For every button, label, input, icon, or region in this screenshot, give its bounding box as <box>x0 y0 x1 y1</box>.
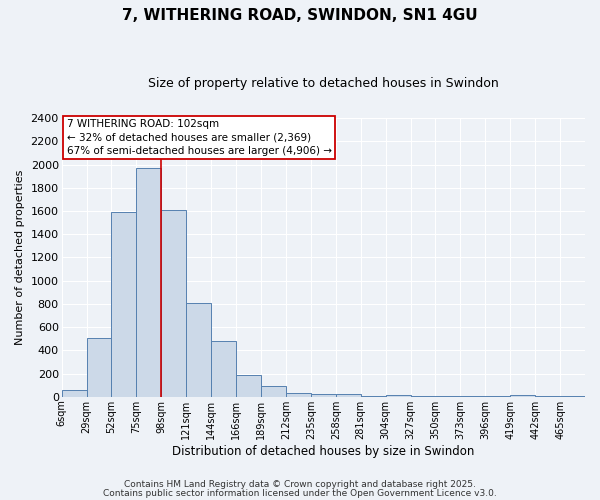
Y-axis label: Number of detached properties: Number of detached properties <box>15 170 25 345</box>
Bar <box>361 396 386 397</box>
Bar <box>86 338 112 397</box>
Bar <box>161 210 186 397</box>
Bar <box>261 386 286 397</box>
Bar <box>336 394 361 397</box>
Text: Contains public sector information licensed under the Open Government Licence v3: Contains public sector information licen… <box>103 488 497 498</box>
Bar <box>236 374 261 397</box>
Text: Contains HM Land Registry data © Crown copyright and database right 2025.: Contains HM Land Registry data © Crown c… <box>124 480 476 489</box>
Bar <box>485 396 510 397</box>
Bar <box>510 395 535 397</box>
Bar <box>211 341 236 397</box>
Bar <box>436 396 460 397</box>
Text: 7 WITHERING ROAD: 102sqm
← 32% of detached houses are smaller (2,369)
67% of sem: 7 WITHERING ROAD: 102sqm ← 32% of detach… <box>67 120 332 156</box>
Bar <box>386 395 410 397</box>
Bar <box>62 390 86 397</box>
X-axis label: Distribution of detached houses by size in Swindon: Distribution of detached houses by size … <box>172 444 475 458</box>
Bar <box>410 396 436 397</box>
Bar <box>311 394 336 397</box>
Bar <box>535 396 560 397</box>
Bar <box>560 396 585 397</box>
Bar <box>286 392 311 397</box>
Bar <box>186 302 211 397</box>
Bar <box>112 212 136 397</box>
Title: Size of property relative to detached houses in Swindon: Size of property relative to detached ho… <box>148 78 499 90</box>
Bar <box>460 396 485 397</box>
Bar <box>136 168 161 397</box>
Text: 7, WITHERING ROAD, SWINDON, SN1 4GU: 7, WITHERING ROAD, SWINDON, SN1 4GU <box>122 8 478 22</box>
